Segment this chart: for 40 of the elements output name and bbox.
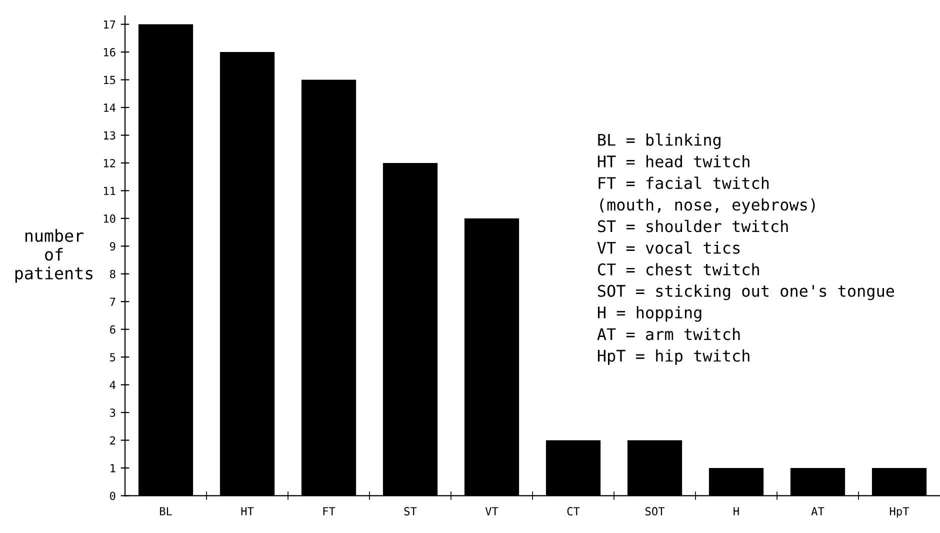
annotation: BL = blinking (598, 133, 720, 150)
y-tick-label: 5 (110, 353, 116, 362)
y-tick-label: 9 (110, 242, 116, 251)
annotation: AT = arm twitch (597, 328, 740, 340)
y-tick-label: 11 (104, 186, 116, 195)
x-tick-label: HpT (890, 507, 910, 518)
x-tick-label: VT (485, 507, 498, 516)
annotation: HT = head twitch (598, 155, 750, 168)
annotation: H = hopping (598, 306, 702, 322)
y-tick-label: 8 (110, 270, 116, 278)
y-tick-label: 16 (104, 48, 116, 56)
y-tick-label: 17 (104, 20, 116, 29)
annotation: VT = vocal tics (597, 241, 740, 254)
annotation: FT = facial twitch (598, 176, 769, 190)
y-axis-title: number of patients (15, 229, 92, 283)
x-tick-label: FT (323, 507, 336, 516)
annotation: SOT = sticking out one's tongue (598, 284, 894, 300)
y-tick-label: 3 (110, 408, 116, 417)
y-tick-label: 13 (104, 131, 116, 140)
x-tick-label: CT (567, 507, 580, 516)
annotation: CT = chest twitch (598, 263, 759, 276)
x-tick-label: SOT (645, 507, 665, 516)
y-tick-label: 2 (110, 436, 116, 444)
y-tick-label: 6 (110, 325, 116, 334)
annotation: ST = shoulder twitch (598, 220, 788, 232)
x-tick-label: AT (811, 507, 824, 516)
y-tick-label: 12 (104, 158, 116, 168)
x-tick-label: H (734, 507, 739, 516)
y-tick-label: 14 (104, 104, 116, 112)
x-tick-label: ST (404, 507, 417, 516)
y-tick-label: 4 (110, 380, 116, 390)
annotation: (mouth, nose, eyebrows) (600, 198, 815, 214)
y-tick-label: 1 (110, 464, 116, 472)
x-tick-label: BL (160, 507, 172, 516)
y-tick-label: 0 (110, 492, 116, 500)
annotation: HpT = hip twitch (598, 349, 750, 365)
y-tick-label: 15 (104, 76, 116, 84)
y-tick-label: 10 (104, 214, 116, 223)
y-tick-label: 7 (110, 298, 116, 306)
x-tick-label: HT (241, 507, 254, 516)
